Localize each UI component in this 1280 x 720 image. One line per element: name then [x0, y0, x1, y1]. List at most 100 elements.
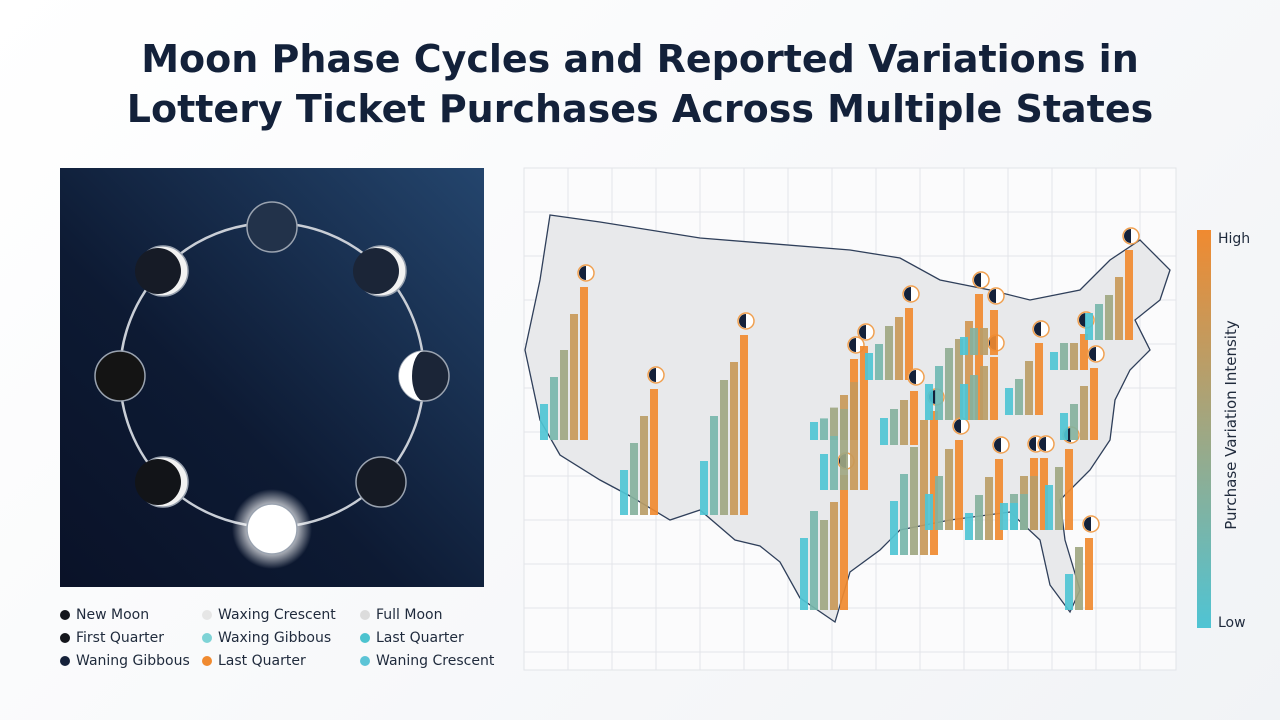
bar — [900, 400, 908, 445]
moon-pin-shade — [974, 273, 981, 287]
moons — [94, 201, 450, 569]
legend-item: Last Quarter — [360, 629, 500, 646]
legend-label: Waning Crescent — [376, 652, 495, 669]
bar — [1065, 574, 1073, 610]
bar — [730, 362, 738, 515]
legend-swatch — [360, 632, 370, 643]
bar — [1125, 250, 1133, 340]
colorbar-title: Purchase Variation Intensity — [1222, 320, 1240, 530]
colorbar-high: High — [1218, 231, 1250, 247]
bar — [810, 422, 818, 440]
bar — [990, 357, 998, 420]
moon-lit — [399, 351, 424, 401]
bar — [985, 477, 993, 540]
bar — [810, 511, 818, 610]
bar — [1085, 538, 1093, 610]
legend-swatch — [202, 609, 212, 620]
legend-swatch — [202, 655, 212, 666]
moon-pin-shade — [1034, 322, 1041, 336]
bar — [930, 411, 938, 555]
legend-label: Waxing Gibbous — [218, 629, 332, 646]
bar — [830, 502, 838, 610]
bar — [1090, 368, 1098, 440]
bar — [620, 470, 628, 515]
bar — [905, 308, 913, 380]
bar — [1020, 494, 1028, 530]
bar — [965, 321, 973, 420]
bar — [945, 449, 953, 530]
legend-item: Waxing Gibbous — [202, 629, 360, 646]
bar — [895, 317, 903, 380]
bar — [955, 339, 963, 420]
moon-pin-shade — [994, 438, 1001, 452]
bar — [1000, 503, 1008, 530]
legend-item: Waning Gibbous — [60, 652, 202, 669]
bar — [1035, 343, 1043, 415]
moon-shadow — [135, 248, 181, 294]
moon-pin-shade — [649, 368, 656, 382]
bar — [1045, 485, 1053, 530]
bar — [880, 418, 888, 445]
moon-pin-shade — [1039, 437, 1046, 451]
bar — [650, 389, 658, 515]
legend: New Moon Waxing Crescent Full Moon First Qu… — [60, 606, 500, 669]
bar — [850, 382, 858, 490]
bar — [920, 420, 928, 555]
legend-swatch — [202, 632, 212, 643]
bar — [1010, 503, 1018, 530]
bar — [640, 416, 648, 515]
bar — [1115, 277, 1123, 340]
bar — [900, 474, 908, 555]
legend-item: Waxing Crescent — [202, 606, 360, 623]
legend-label: Full Moon — [376, 606, 443, 623]
bar — [925, 494, 933, 530]
bar — [885, 326, 893, 380]
bar — [890, 409, 898, 445]
bar — [700, 461, 708, 515]
moon-pin-shade — [1124, 229, 1131, 243]
moon-pin-shade — [954, 419, 961, 433]
moon — [94, 350, 146, 402]
moon-pin-shade — [1079, 313, 1086, 327]
legend-swatch — [60, 632, 70, 643]
bar — [1085, 313, 1093, 340]
bar — [630, 443, 638, 515]
legend-item: First Quarter — [60, 629, 202, 646]
moon-pin-shade — [1084, 517, 1091, 531]
bar — [980, 366, 988, 420]
bar — [975, 495, 983, 540]
legend-label: Last Quarter — [376, 629, 464, 646]
bar — [820, 520, 828, 610]
moon — [246, 503, 298, 555]
legend-swatch — [360, 655, 370, 666]
legend-item: New Moon — [60, 606, 202, 623]
bar — [1005, 388, 1013, 415]
bar — [1095, 304, 1103, 340]
bar — [945, 348, 953, 420]
bar — [890, 501, 898, 555]
moon-pin-shade — [989, 289, 996, 303]
bar — [935, 366, 943, 420]
bar — [860, 346, 868, 490]
moon-pin-shade — [849, 338, 856, 352]
bar — [990, 310, 998, 355]
bar — [1050, 352, 1058, 370]
bar — [965, 513, 973, 540]
bar — [1055, 467, 1063, 530]
legend-label: First Quarter — [76, 629, 164, 646]
bar — [970, 375, 978, 420]
colorbar — [1197, 230, 1211, 628]
bar — [970, 328, 978, 355]
bar — [1025, 361, 1033, 415]
moon-pin-shade — [579, 266, 586, 280]
moon-pin-shade — [1029, 437, 1036, 451]
legend-label: New Moon — [76, 606, 150, 623]
legend-item: Waning Crescent — [360, 652, 500, 669]
bar — [910, 447, 918, 555]
bars — [540, 227, 1140, 610]
moon-pin-shade — [1089, 347, 1096, 361]
title: Moon Phase Cycles and Reported Variation… — [126, 37, 1154, 131]
bar — [875, 344, 883, 380]
moon-pin-shade — [909, 370, 916, 384]
